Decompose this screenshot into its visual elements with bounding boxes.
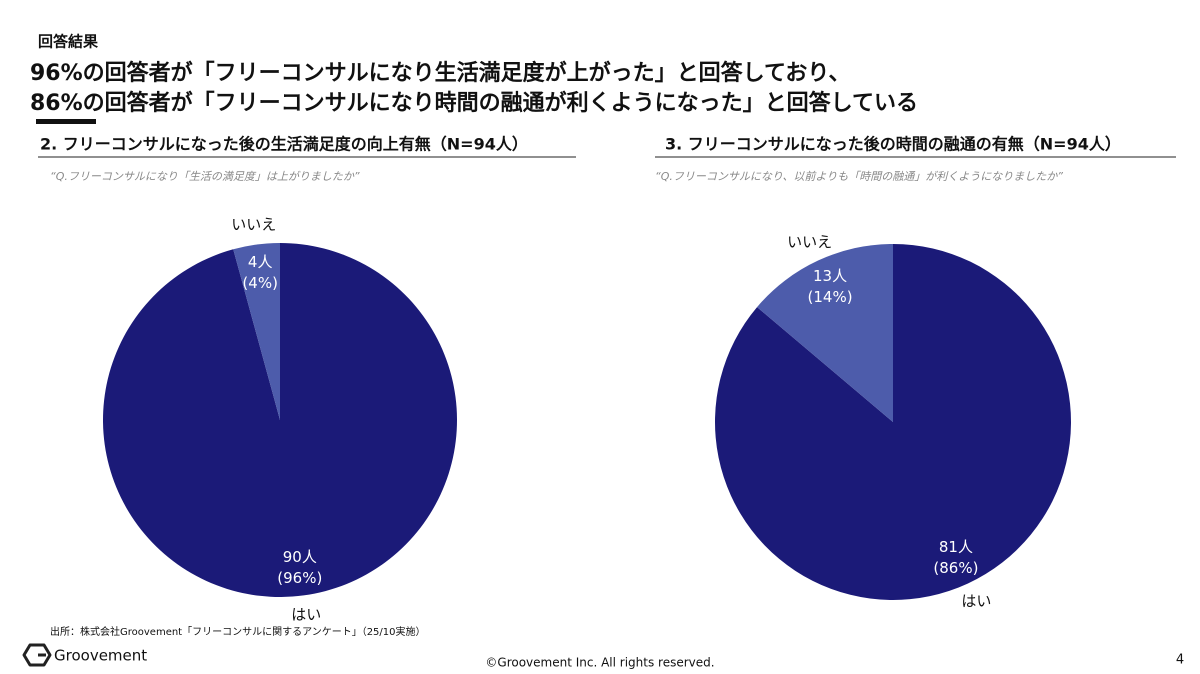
percent-label: (4%) [242, 274, 278, 292]
percent-label: (86%) [933, 559, 978, 577]
category-label: いいえ [231, 215, 276, 233]
pie-slice [102, 243, 457, 598]
value-label: 81人 [939, 538, 973, 556]
section-label: 回答結果 [38, 33, 99, 51]
chart-title: 3. フリーコンサルになった後の時間の融通の有無（N=94人） [665, 135, 1121, 154]
chart-title: 2. フリーコンサルになった後の生活満足度の向上有無（N=94人） [40, 135, 528, 154]
pie-slice [757, 244, 893, 422]
logo-mark [22, 643, 52, 667]
chart-subtitle: “Q.フリーコンサルになり、以前よりも「時間の融通」が利くようになりましたか” [655, 170, 1063, 183]
headline: 86%の回答者が「フリーコンサルになり時間の融通が利くようになった」と回答してい… [30, 90, 918, 116]
category-label: いいえ [787, 233, 832, 251]
accent-bar [36, 119, 96, 124]
page-number: 4 [1176, 653, 1184, 668]
chart-subtitle: “Q.フリーコンサルになり「生活の満足度」は上がりましたか” [50, 170, 360, 183]
value-label: 13人 [813, 267, 847, 285]
category-label: はい [291, 606, 321, 624]
copyright: ©Groovement Inc. All rights reserved. [485, 656, 714, 670]
pie-slice [233, 243, 280, 420]
percent-label: (14%) [808, 288, 853, 306]
pie-slice [715, 244, 1071, 601]
logo: Groovement [22, 643, 147, 667]
value-label: 90人 [283, 548, 317, 566]
percent-label: (96%) [277, 569, 322, 587]
logo-text: Groovement [54, 647, 147, 665]
value-label: 4人 [248, 253, 273, 271]
category-label: はい [961, 592, 991, 610]
headline: 96%の回答者が「フリーコンサルになり生活満足度が上がった」と回答しており、 [30, 60, 850, 86]
source: 出所：株式会社Groovement「フリーコンサルに関するアンケート」（25/1… [50, 625, 426, 638]
